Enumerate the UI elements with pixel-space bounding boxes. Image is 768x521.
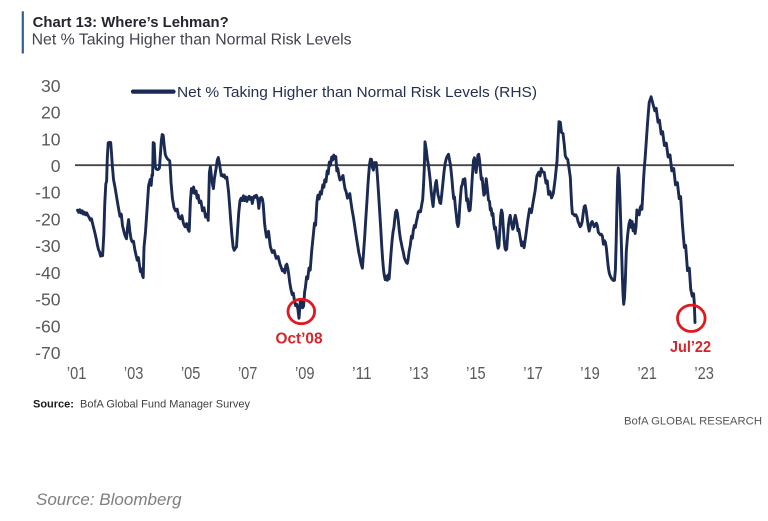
svg-text:-70: -70 xyxy=(35,343,61,363)
svg-text:’05: ’05 xyxy=(181,363,201,383)
svg-text:’21: ’21 xyxy=(637,363,657,383)
svg-text:’03: ’03 xyxy=(124,363,144,383)
svg-text:Net % Taking Higher than Norma: Net % Taking Higher than Normal Risk Lev… xyxy=(32,32,352,49)
svg-text:’01: ’01 xyxy=(67,363,87,383)
svg-text:20: 20 xyxy=(41,103,61,123)
svg-text:’17: ’17 xyxy=(523,363,543,383)
svg-text:-60: -60 xyxy=(35,316,61,336)
svg-text:30: 30 xyxy=(41,76,61,96)
svg-text:Net % Taking Higher than Norma: Net % Taking Higher than Normal Risk Lev… xyxy=(177,84,537,101)
svg-text:’09: ’09 xyxy=(295,363,315,383)
svg-text:’11: ’11 xyxy=(352,363,372,383)
svg-text:Source: Bloomberg: Source: Bloomberg xyxy=(36,490,182,509)
svg-text:0: 0 xyxy=(51,156,61,176)
svg-text:’15: ’15 xyxy=(466,363,486,383)
svg-text:10: 10 xyxy=(41,129,61,149)
svg-text:-50: -50 xyxy=(35,290,61,310)
svg-text:’07: ’07 xyxy=(238,363,258,383)
svg-text:-20: -20 xyxy=(35,210,61,230)
svg-text:BofA GLOBAL RESEARCH: BofA GLOBAL RESEARCH xyxy=(624,416,762,428)
svg-text:Source: BofA Global Fund Manag: Source: BofA Global Fund Manager Survey xyxy=(33,398,251,410)
svg-text:Oct’08: Oct’08 xyxy=(276,330,323,347)
svg-text:-40: -40 xyxy=(35,263,61,283)
svg-text:’19: ’19 xyxy=(580,363,600,383)
svg-text:-10: -10 xyxy=(35,183,61,203)
svg-text:’13: ’13 xyxy=(409,363,429,383)
svg-text:-30: -30 xyxy=(35,236,61,256)
svg-text:’23: ’23 xyxy=(694,363,714,383)
svg-text:Jul’22: Jul’22 xyxy=(670,339,711,356)
svg-text:Chart 13: Where’s Lehman?: Chart 13: Where’s Lehman? xyxy=(33,15,229,31)
